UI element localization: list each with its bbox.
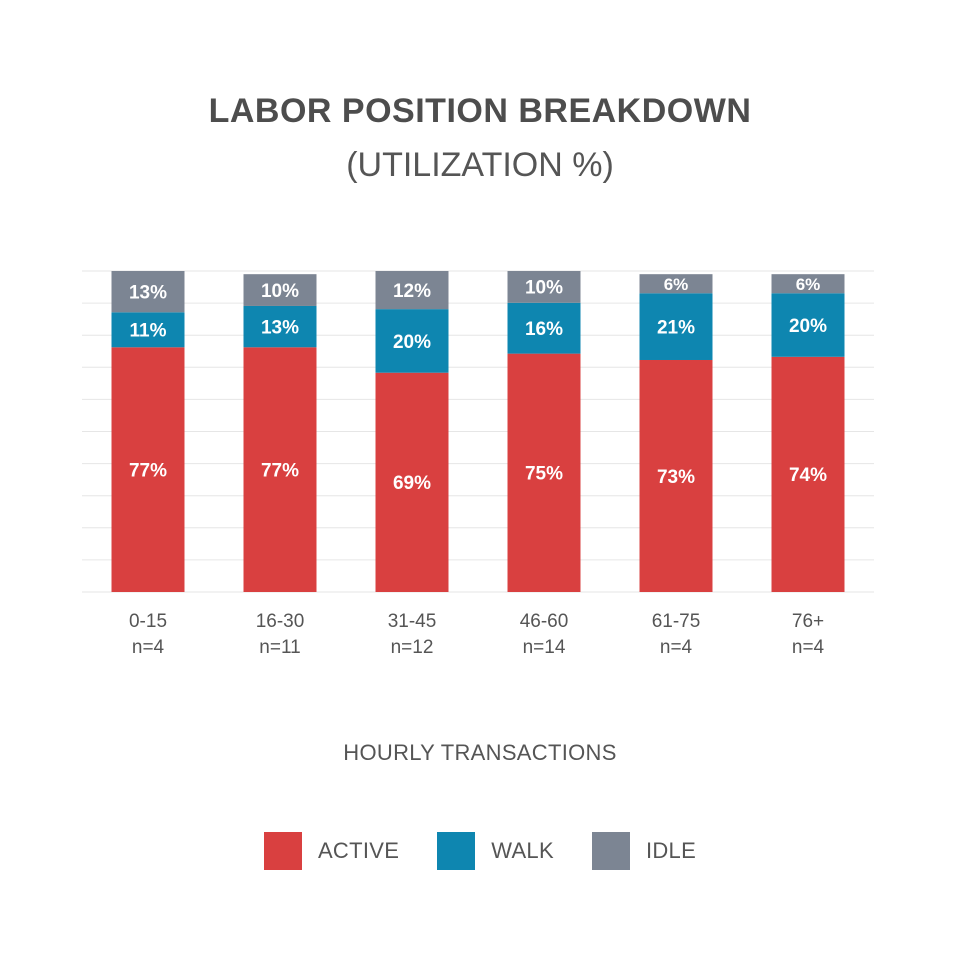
- x-tick-count: n=12: [391, 637, 434, 658]
- data-label-idle-61-75: 6%: [664, 275, 689, 294]
- legend-swatch-walk: [437, 832, 476, 870]
- bar-idle-31-45: [375, 271, 449, 310]
- legend-label-walk: WALK: [491, 838, 554, 863]
- data-label-walk-76+: 20%: [789, 316, 827, 337]
- legend-swatch-idle: [591, 832, 630, 870]
- legend: ACTIVE WALK IDLE: [0, 832, 960, 870]
- data-label-idle-0-15: 13%: [129, 282, 167, 303]
- data-label-idle-31-45: 12%: [393, 281, 431, 302]
- data-label-walk-0-15: 11%: [130, 321, 167, 342]
- data-label-walk-16-30: 13%: [261, 317, 299, 338]
- x-tick-count: n=11: [259, 637, 300, 658]
- bar-idle-46-60: [507, 271, 581, 303]
- x-tick-count: n=4: [132, 637, 165, 658]
- x-tick-label: 46-60: [520, 611, 569, 632]
- data-label-active-61-75: 73%: [657, 467, 695, 488]
- data-label-idle-46-60: 10%: [525, 278, 563, 299]
- legend-item-active: ACTIVE: [263, 832, 400, 870]
- x-tick-label: 61-75: [652, 611, 701, 632]
- x-tick-label: 31-45: [388, 611, 437, 632]
- chart-subtitle: (UTILIZATION %): [346, 146, 614, 184]
- x-tick-label: 0-15: [129, 611, 167, 632]
- x-tick-count: n=4: [660, 637, 693, 658]
- data-label-walk-31-45: 20%: [393, 332, 431, 353]
- x-tick-count: n=4: [792, 637, 825, 658]
- bar-active-61-75: [639, 359, 713, 592]
- bar-active-76+: [771, 356, 845, 592]
- x-tick-count: n=14: [523, 637, 566, 658]
- bar-walk-46-60: [507, 302, 581, 354]
- data-label-active-16-30: 77%: [261, 460, 299, 481]
- data-label-walk-46-60: 16%: [525, 319, 563, 340]
- chart-title: LABOR POSITION BREAKDOWN: [208, 92, 752, 130]
- x-tick-label: 16-30: [256, 611, 305, 632]
- bar-active-31-45: [375, 372, 449, 592]
- bar-active-46-60: [507, 353, 581, 592]
- legend-item-idle: IDLE: [591, 832, 697, 870]
- legend-label-active: ACTIVE: [317, 838, 400, 863]
- data-label-active-76+: 74%: [789, 465, 827, 486]
- bar-idle-76+: [771, 274, 845, 294]
- data-label-active-0-15: 77%: [129, 460, 167, 481]
- legend-label-idle: IDLE: [645, 838, 697, 863]
- bar-walk-31-45: [375, 309, 449, 373]
- bar-idle-61-75: [639, 274, 713, 294]
- bar-active-16-30: [243, 347, 317, 592]
- stacked-bar-chart: 77% 11% 13% 0-15 n=4 77% 13% 10% 16-30 n=11 69% 20%…: [82, 270, 874, 658]
- bar-active-0-15: [111, 347, 185, 592]
- bar-idle-16-30: [243, 274, 317, 306]
- data-label-active-46-60: 75%: [525, 464, 563, 485]
- bar-walk-0-15: [111, 312, 185, 348]
- x-tick-label: 76+: [792, 611, 824, 632]
- data-label-idle-16-30: 10%: [261, 281, 299, 302]
- data-label-walk-61-75: 21%: [657, 317, 695, 338]
- legend-item-walk: WALK: [437, 832, 554, 870]
- data-label-active-31-45: 69%: [393, 473, 431, 494]
- bar-walk-16-30: [243, 305, 317, 348]
- bar-idle-0-15: [111, 271, 185, 313]
- x-axis-label: HOURLY TRANSACTIONS: [343, 740, 617, 765]
- legend-swatch-active: [263, 832, 302, 870]
- bar-walk-76+: [771, 293, 845, 357]
- data-label-idle-76+: 6%: [796, 275, 821, 294]
- bar-walk-61-75: [639, 293, 713, 360]
